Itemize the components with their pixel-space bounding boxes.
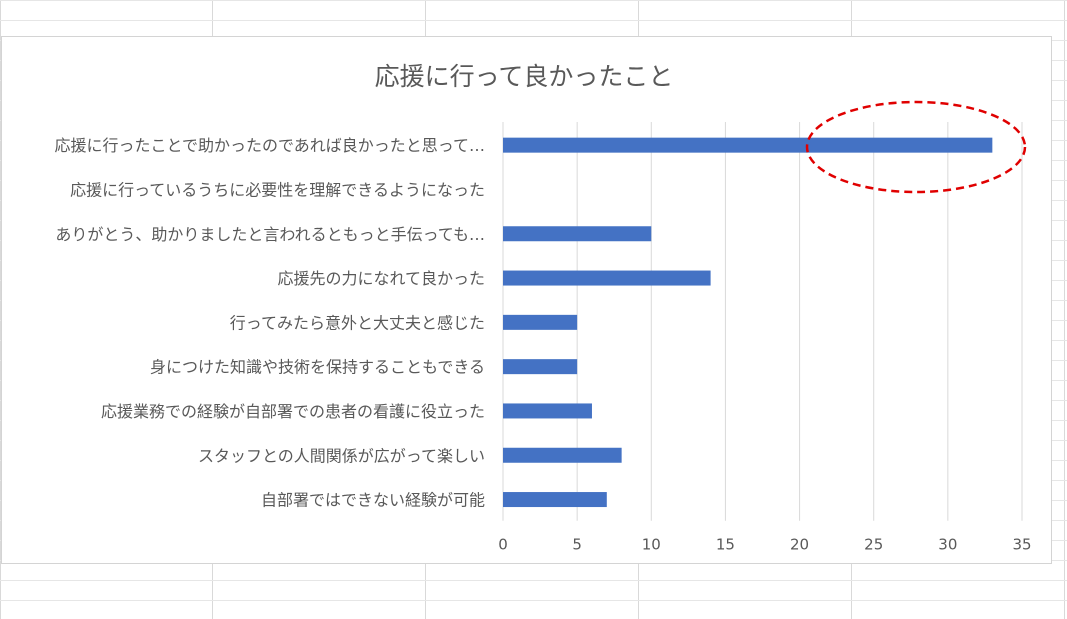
bar-6 xyxy=(503,403,592,419)
x-axis-tick-labels: 0 5 10 15 20 25 30 35 xyxy=(498,536,1031,554)
x-tick-label-15: 15 xyxy=(716,536,735,554)
bar-7 xyxy=(503,447,622,463)
category-label-0: 応援に行ったことで助かったのであれば良かったと思って… xyxy=(54,136,485,155)
category-label-4: 行ってみたら意外と大丈夫と感じた xyxy=(230,313,485,332)
highlight-annotation xyxy=(805,100,1027,194)
bar-5 xyxy=(503,359,578,375)
x-tick-label-25: 25 xyxy=(864,536,883,554)
bar-8 xyxy=(503,492,607,508)
x-tick-label-35: 35 xyxy=(1012,536,1031,554)
bar-0 xyxy=(503,137,993,153)
bar-chart: 応援に行って良かったこと 応援に行ったことで助かったのであれば良かったと思って…… xyxy=(54,62,1031,554)
category-label-1: 応援に行っているうちに必要性を理解できるようになった xyxy=(70,180,485,199)
bar-4 xyxy=(503,314,578,330)
category-label-5: 身につけた知識や技術を保持することもできる xyxy=(150,358,485,377)
x-tick-label-5: 5 xyxy=(572,536,582,554)
chart-title: 応援に行って良かったこと xyxy=(375,62,674,91)
category-label-3: 応援先の力になれて良かった xyxy=(277,269,485,288)
category-label-8: 自部署ではできない経験が可能 xyxy=(261,491,485,510)
chart-area[interactable]: 応援に行って良かったこと 応援に行ったことで助かったのであれば良かったと思って…… xyxy=(1,36,1052,564)
x-tick-label-0: 0 xyxy=(498,536,508,554)
x-tick-label-30: 30 xyxy=(938,536,957,554)
bar-3 xyxy=(503,270,711,286)
x-tick-label-20: 20 xyxy=(790,536,809,554)
x-tick-label-10: 10 xyxy=(642,536,661,554)
category-label-7: スタッフとの人間関係が広がって楽しい xyxy=(198,446,485,465)
category-label-2: ありがとう、助かりましたと言われるともっと手伝っても… xyxy=(55,225,485,244)
bars xyxy=(503,137,993,508)
category-labels: 応援に行ったことで助かったのであれば良かったと思って… 応援に行っているうちに必要… xyxy=(54,136,485,509)
dashed-ellipse xyxy=(805,100,1027,194)
category-label-6: 応援業務での経験が自部署での患者の看護に役立った xyxy=(101,402,485,421)
bar-2 xyxy=(503,226,652,242)
